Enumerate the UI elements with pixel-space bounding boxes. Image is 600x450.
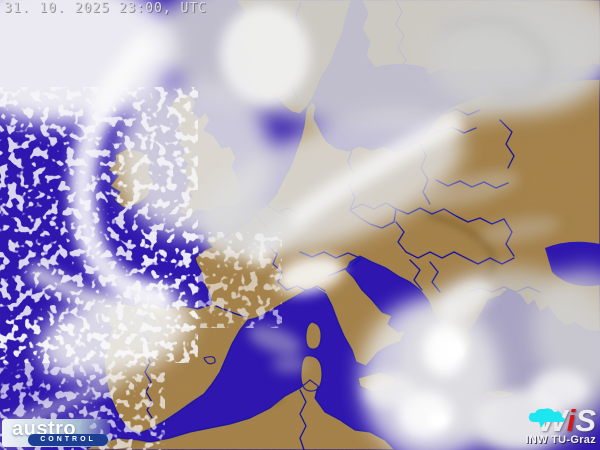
timestamp: 31. 10. 2025 23:00, UTC (4, 1, 208, 16)
control-badge: CONTROL (28, 434, 108, 446)
credit-text: INW TU-Graz (525, 434, 596, 446)
wis-letter-i: i (566, 403, 576, 438)
wis-letter-s: S (575, 403, 596, 438)
wis-logo: WiS INW TU-Graz (525, 405, 596, 446)
storm-cloud-icon (529, 408, 566, 428)
austro-control-logo: austro CONTROL (2, 418, 110, 447)
